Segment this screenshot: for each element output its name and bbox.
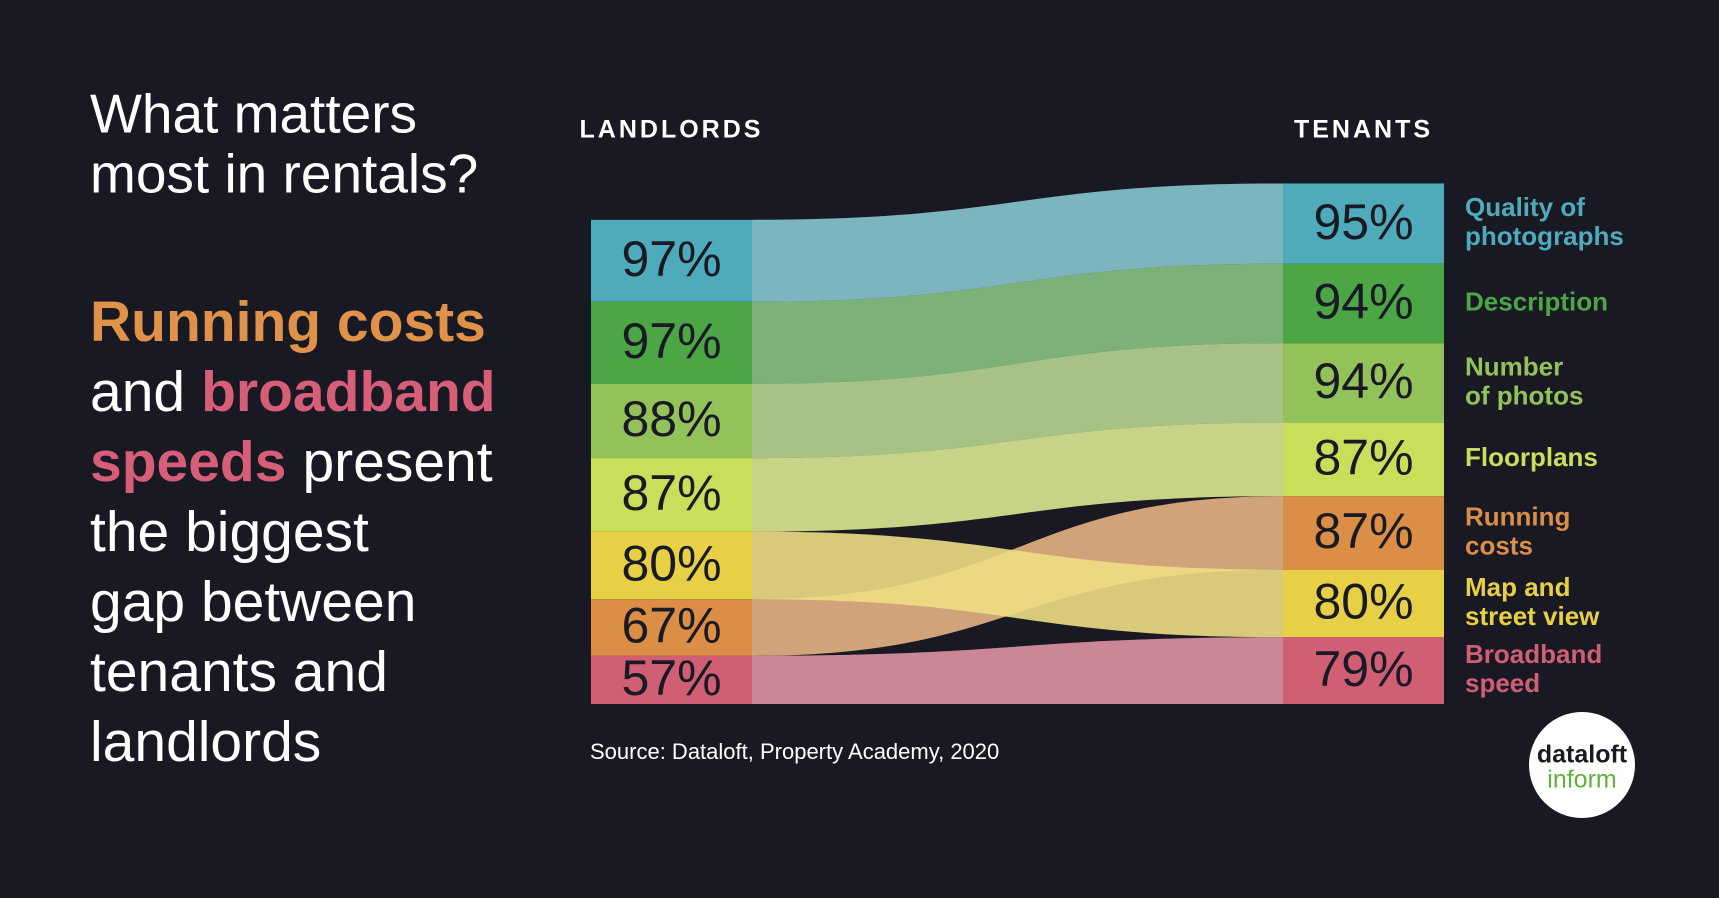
headline-segment: tenants and (90, 640, 388, 704)
value-label: 94% (1313, 353, 1413, 409)
headline-segment: broadband (201, 360, 496, 424)
value-label: 80% (621, 536, 721, 592)
headline-line: tenants and (90, 640, 388, 704)
headline-line: landlords (90, 710, 321, 774)
value-label: 95% (1313, 194, 1413, 250)
headline-line: Running costs (90, 290, 486, 354)
value-label: 87% (1313, 503, 1413, 559)
column-header: TENANTS (1294, 116, 1433, 144)
flow-band-tint (752, 183, 1283, 302)
value-label: 97% (621, 231, 721, 287)
category-label: Quality of (1465, 192, 1585, 222)
value-box (591, 301, 752, 384)
headline-segment: the biggest (90, 500, 369, 564)
category-label: costs (1465, 530, 1533, 560)
flow-band (752, 263, 1283, 384)
headline-segment: Running costs (90, 290, 486, 354)
headline-line: and broadband (90, 360, 496, 424)
value-label: 67% (621, 598, 721, 654)
flow-band-tint (752, 637, 1283, 704)
value-box (1283, 496, 1444, 570)
value-label: 87% (621, 465, 721, 521)
column-header: LANDLORDS (580, 116, 764, 144)
value-label: 94% (1313, 274, 1413, 330)
value-box (1283, 422, 1444, 497)
category-label: photographs (1465, 221, 1624, 251)
value-box (1283, 183, 1444, 264)
category-label: Map and (1465, 572, 1570, 602)
flow-band-tint (752, 422, 1283, 532)
headline-segment: gap between (90, 570, 416, 634)
flow-band-tint (752, 263, 1283, 384)
category-label: Description (1465, 286, 1608, 316)
headline-line: speeds present (90, 430, 493, 494)
flow-band-tint (752, 531, 1283, 638)
logo-text: dataloft (1537, 741, 1628, 769)
flow-band-tint (752, 343, 1283, 459)
value-box (591, 599, 752, 656)
flow-band (752, 183, 1283, 302)
value-box (1283, 569, 1444, 638)
logo-circle (1529, 712, 1635, 818)
headline-segment: landlords (90, 710, 321, 774)
source: Source: Dataloft, Property Academy, 2020 (590, 739, 999, 764)
value-label: 87% (1313, 430, 1413, 486)
value-label: 97% (621, 313, 721, 369)
headline-line: gap between (90, 570, 416, 634)
headline-segment: and (90, 360, 185, 424)
title: What matters (90, 83, 417, 145)
value-box (591, 458, 752, 532)
headline-line: the biggest (90, 500, 369, 564)
value-box (1283, 637, 1444, 704)
value-box (591, 655, 752, 704)
value-label: 79% (1313, 641, 1413, 697)
category-label: Running (1465, 501, 1570, 531)
flow-band (752, 531, 1283, 638)
category-label: Broadband (1465, 639, 1602, 669)
value-box (591, 219, 752, 302)
value-box (591, 383, 752, 459)
value-box (1283, 263, 1444, 344)
value-box (1283, 343, 1444, 423)
logo-text: inform (1547, 766, 1616, 794)
value-label: 80% (1313, 574, 1413, 630)
title: most in rentals? (90, 143, 478, 205)
value-box (591, 531, 752, 600)
category-label: of photos (1465, 380, 1583, 410)
value-label: 57% (621, 650, 721, 706)
headline-segment: present (302, 430, 492, 494)
category-label: speed (1465, 668, 1540, 698)
category-label: Number (1465, 351, 1563, 381)
value-label: 88% (621, 391, 721, 447)
category-label: Floorplans (1465, 442, 1598, 472)
flow-band (752, 343, 1283, 459)
flow-band (752, 637, 1283, 704)
category-label: street view (1465, 601, 1600, 631)
flow-band (752, 422, 1283, 532)
headline-segment: speeds (90, 430, 286, 494)
